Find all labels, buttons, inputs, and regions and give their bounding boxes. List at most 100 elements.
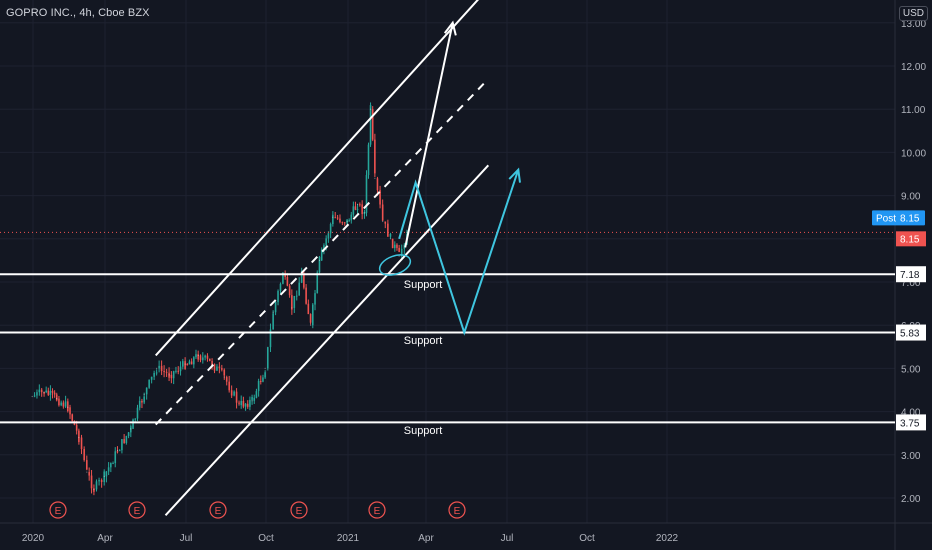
price-point bbox=[272, 311, 274, 313]
price-point bbox=[78, 436, 80, 439]
candle-body bbox=[318, 256, 321, 273]
level-price-label: 7.18 bbox=[900, 270, 920, 281]
price-point bbox=[398, 255, 400, 257]
price-point bbox=[374, 177, 376, 179]
candle-body bbox=[257, 381, 260, 392]
candle-body bbox=[123, 439, 125, 443]
candle-body bbox=[286, 277, 289, 286]
price-point bbox=[251, 400, 253, 402]
candle-body bbox=[253, 397, 256, 401]
candle-body bbox=[211, 360, 213, 367]
x-tick-label: 2020 bbox=[22, 533, 45, 544]
candle-body bbox=[132, 419, 134, 429]
arrowhead-cyan bbox=[508, 167, 521, 183]
price-point bbox=[309, 324, 312, 326]
earnings-marker[interactable] bbox=[448, 501, 466, 519]
candle-body bbox=[75, 424, 78, 431]
candle-body bbox=[188, 361, 191, 365]
price-point bbox=[356, 203, 359, 205]
price-point bbox=[389, 238, 392, 240]
candle-body bbox=[38, 389, 41, 393]
candle-body bbox=[363, 212, 366, 215]
price-point bbox=[31, 395, 33, 398]
candle-body bbox=[86, 460, 88, 470]
level-price-tag[interactable] bbox=[896, 266, 926, 283]
price-point bbox=[291, 307, 293, 309]
post-market-value: 8.15 bbox=[900, 213, 920, 224]
candle-body bbox=[150, 376, 153, 380]
price-point bbox=[93, 488, 95, 490]
candle-body bbox=[216, 366, 218, 371]
y-tick-label: 10.00 bbox=[901, 148, 926, 159]
earnings-marker[interactable] bbox=[128, 501, 146, 519]
candle-body bbox=[145, 387, 148, 395]
x-tick-label: Oct bbox=[258, 533, 274, 544]
channel-upper-line[interactable] bbox=[154, 0, 489, 357]
level-price-tag[interactable] bbox=[896, 414, 926, 431]
candle-body bbox=[376, 178, 379, 191]
x-tick-label: Jul bbox=[180, 533, 193, 544]
candle-body bbox=[361, 204, 363, 215]
candle-body bbox=[155, 372, 158, 374]
candle-body bbox=[53, 392, 56, 395]
candle-body bbox=[251, 397, 253, 400]
earnings-marker[interactable] bbox=[290, 501, 308, 519]
projection-path-cyan[interactable] bbox=[398, 169, 520, 336]
price-point bbox=[143, 393, 145, 395]
candle-body bbox=[95, 481, 98, 490]
candle-body bbox=[277, 290, 279, 303]
candle-body bbox=[223, 369, 226, 376]
channel-lower-line[interactable] bbox=[164, 164, 490, 516]
earnings-marker[interactable] bbox=[49, 501, 67, 519]
candle-body bbox=[134, 418, 137, 420]
candle-body bbox=[45, 390, 47, 393]
candle-body bbox=[365, 175, 368, 213]
candle-body bbox=[195, 354, 197, 358]
candle-body bbox=[165, 371, 168, 373]
candle-body bbox=[316, 272, 319, 294]
current-price-tag[interactable] bbox=[896, 231, 926, 247]
candle-body bbox=[177, 370, 180, 372]
support-annotation: Support bbox=[404, 279, 443, 291]
candle-body bbox=[225, 377, 228, 382]
candle-body bbox=[264, 372, 266, 378]
y-tick-label: 2.00 bbox=[901, 494, 921, 505]
earnings-marker[interactable] bbox=[368, 501, 386, 519]
candle-body bbox=[255, 391, 258, 398]
projection-arrow-white[interactable] bbox=[404, 22, 454, 248]
level-price-tag[interactable] bbox=[896, 324, 926, 341]
earnings-marker[interactable] bbox=[209, 501, 227, 519]
candle-body bbox=[208, 358, 211, 361]
currency-label[interactable]: USD bbox=[898, 6, 928, 21]
candle-body bbox=[298, 282, 301, 296]
candle-body bbox=[90, 475, 93, 489]
candle-body bbox=[206, 355, 209, 359]
candle-body bbox=[184, 361, 186, 369]
price-point bbox=[382, 220, 384, 223]
candle-body bbox=[300, 271, 303, 283]
candle-body bbox=[334, 217, 337, 219]
candle-body bbox=[55, 394, 58, 401]
candle-body bbox=[244, 403, 247, 407]
y-tick-label: 4.00 bbox=[901, 408, 921, 419]
candle-body bbox=[51, 390, 54, 393]
candle-body bbox=[172, 371, 175, 379]
candle-body bbox=[305, 287, 307, 304]
candle-body bbox=[356, 208, 359, 210]
price-point bbox=[223, 376, 225, 378]
candle-body bbox=[314, 293, 316, 305]
post-market-tag[interactable] bbox=[872, 210, 925, 226]
support-annotation: Support bbox=[404, 335, 443, 347]
candle-body bbox=[153, 372, 155, 377]
price-point bbox=[238, 404, 240, 406]
channel-mid-line[interactable] bbox=[155, 78, 490, 426]
candle-body bbox=[343, 222, 346, 224]
earnings-marker-label: E bbox=[215, 506, 222, 517]
touch-highlight-ellipse[interactable] bbox=[377, 251, 413, 279]
candle-body bbox=[127, 432, 130, 437]
candle-body bbox=[311, 304, 314, 326]
candle-body bbox=[339, 218, 341, 223]
candle-body bbox=[58, 398, 60, 406]
